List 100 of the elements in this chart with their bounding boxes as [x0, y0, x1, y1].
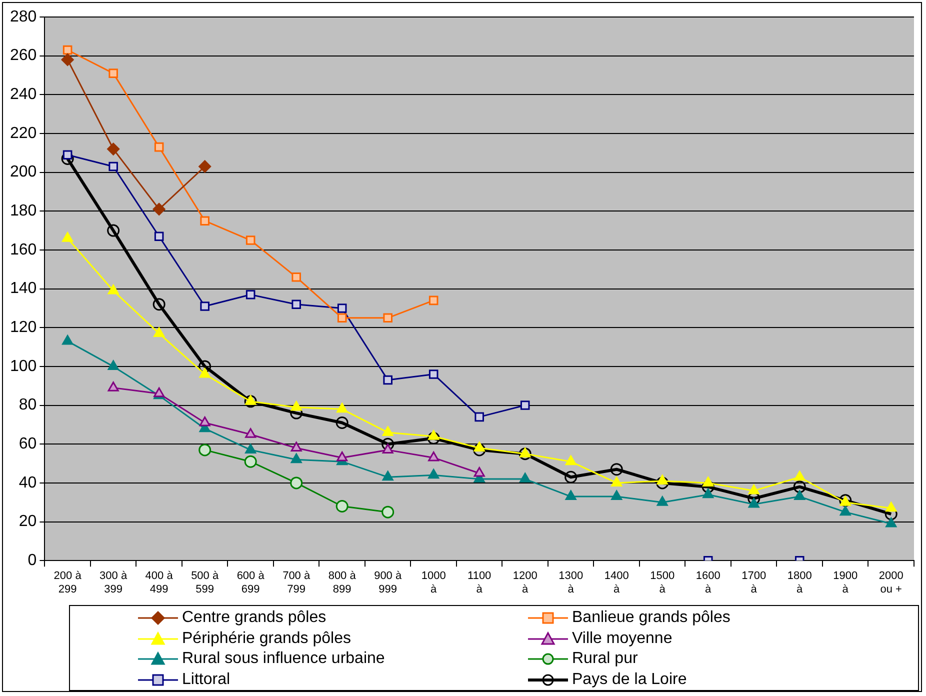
- point: [292, 272, 301, 282]
- point: [290, 476, 303, 490]
- point: [152, 298, 166, 311]
- point: [336, 416, 348, 430]
- point: [428, 296, 438, 306]
- legend-label: Banlieue grands pôles: [572, 608, 730, 628]
- point: [199, 416, 210, 426]
- legend-label: Centre grands pôles: [182, 608, 326, 628]
- x-tick-label: 1000 à: [421, 570, 446, 596]
- point: [62, 334, 74, 345]
- point: [336, 451, 348, 462]
- x-tick-label: 1800 à: [787, 570, 812, 596]
- x-tick-label: 400 à 499: [145, 570, 174, 596]
- point: [107, 142, 120, 156]
- x-tick-label: 800 à 899: [328, 570, 357, 596]
- x-tick-label: 1100 à: [468, 570, 492, 596]
- point: [290, 442, 302, 452]
- x-tick-label: 200 à 299: [54, 570, 82, 596]
- point: [336, 402, 348, 413]
- point: [886, 502, 897, 512]
- point: [154, 142, 164, 152]
- point: [656, 474, 668, 484]
- point: [336, 500, 348, 512]
- point: [427, 432, 440, 445]
- legend-label: Ville moyenne: [572, 628, 672, 649]
- point: [610, 463, 623, 476]
- point: [473, 444, 486, 456]
- x-tick-label: 1700 à: [742, 570, 766, 596]
- point: [200, 216, 210, 226]
- point: [428, 451, 440, 462]
- point: [246, 236, 256, 245]
- point: [520, 472, 531, 483]
- point: [886, 517, 897, 528]
- point: [244, 455, 257, 468]
- y-tick-label: 240: [10, 86, 37, 104]
- y-tick-label: 80: [18, 396, 37, 414]
- legend-label: Rural sous influence urbaine: [182, 649, 385, 670]
- x-tick-label: 500 à 599: [191, 570, 220, 596]
- y-tick-label: 120: [10, 319, 37, 336]
- point: [382, 438, 394, 450]
- legend-label: Rural pur: [572, 649, 638, 670]
- point: [382, 506, 394, 518]
- point: [246, 290, 256, 300]
- point: [107, 224, 120, 237]
- point: [518, 448, 532, 460]
- point: [565, 455, 576, 466]
- point: [200, 302, 210, 311]
- y-tick-label: 280: [10, 8, 37, 26]
- point: [702, 488, 714, 498]
- point: [428, 468, 440, 479]
- point: [290, 453, 302, 464]
- point: [154, 327, 165, 337]
- point: [62, 232, 74, 242]
- point: [474, 442, 485, 452]
- point: [108, 68, 118, 78]
- x-tick-label: 1600 à: [696, 570, 720, 596]
- y-tick-label: 220: [10, 124, 37, 142]
- point: [748, 484, 760, 494]
- point: [382, 426, 394, 436]
- y-tick-label: 200: [10, 164, 37, 181]
- point: [702, 476, 714, 486]
- x-tick-label: 1900 à: [833, 570, 858, 596]
- point: [565, 490, 576, 500]
- legend-label: Littoral: [182, 670, 230, 690]
- point: [656, 496, 668, 506]
- y-tick-label: 20: [18, 513, 37, 530]
- y-tick-label: 100: [10, 358, 37, 375]
- point: [611, 490, 622, 500]
- point: [244, 395, 257, 408]
- point: [290, 400, 302, 411]
- x-tick-label: 700 à 799: [282, 570, 311, 596]
- point: [245, 395, 256, 405]
- point: [428, 370, 438, 379]
- point: [474, 466, 485, 477]
- point: [840, 506, 851, 516]
- point: [383, 375, 392, 385]
- x-tick-label: 1300 à: [558, 570, 584, 596]
- point: [794, 470, 806, 481]
- point: [382, 470, 394, 481]
- legend-label: Pays de la Loire: [572, 670, 687, 690]
- point: [198, 444, 212, 456]
- x-tick-label: 1400 à: [604, 570, 629, 596]
- point: [62, 45, 72, 55]
- point: [108, 360, 119, 370]
- y-tick-label: 40: [18, 474, 37, 492]
- y-tick-label: 140: [10, 280, 37, 298]
- legend-label: Périphérie grands pôles: [182, 628, 351, 649]
- point: [199, 368, 210, 378]
- point: [382, 444, 394, 454]
- x-tick-label: 1200 à: [512, 570, 538, 596]
- point: [474, 412, 484, 422]
- x-tick-label: 900 à 999: [374, 570, 402, 596]
- y-tick-label: 260: [10, 47, 37, 64]
- point: [108, 284, 119, 294]
- x-tick-label: 600 à 699: [236, 570, 266, 596]
- point: [337, 304, 347, 313]
- point: [108, 162, 118, 172]
- point: [748, 498, 760, 508]
- point: [61, 53, 74, 66]
- point: [428, 430, 440, 440]
